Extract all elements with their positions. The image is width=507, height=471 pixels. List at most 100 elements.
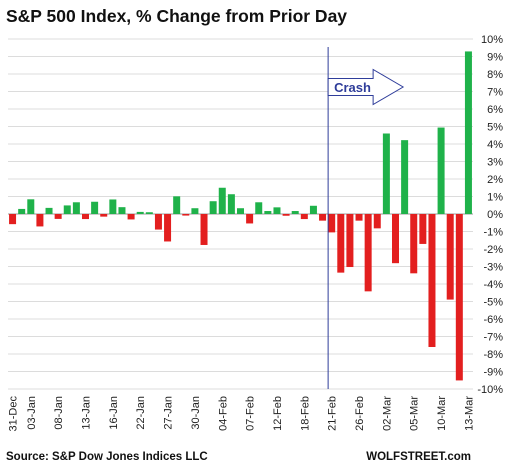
bar xyxy=(118,207,126,214)
y-tick-label: -4% xyxy=(483,279,503,291)
bar xyxy=(136,211,144,214)
bar xyxy=(309,205,317,214)
bar xyxy=(9,214,17,225)
bar xyxy=(100,214,108,217)
y-tick-label: -9% xyxy=(483,367,503,379)
bar xyxy=(346,214,354,268)
bar xyxy=(182,214,190,216)
x-tick-label: 30-Jan xyxy=(190,396,202,430)
y-tick-label: -8% xyxy=(483,349,503,361)
bar xyxy=(63,205,71,214)
bar xyxy=(82,214,89,220)
bar xyxy=(464,51,472,215)
bar xyxy=(246,214,254,224)
x-tick-label: 27-Jan xyxy=(163,396,175,430)
y-tick-label: 9% xyxy=(487,52,503,64)
bar xyxy=(154,214,162,230)
x-tick-label: 07-Feb xyxy=(245,396,257,431)
bar xyxy=(410,214,418,274)
y-tick-label: 3% xyxy=(487,157,503,169)
y-tick-label: 0% xyxy=(487,209,503,221)
bar xyxy=(18,208,26,214)
y-tick-label: -7% xyxy=(483,332,503,344)
bar xyxy=(300,214,308,220)
bar xyxy=(237,208,244,214)
bar xyxy=(54,214,62,219)
x-tick-label: 26-Feb xyxy=(354,396,366,431)
x-tick-label: 31-Dec xyxy=(8,396,20,432)
y-axis: 10% 9% 8% 7% 6% 5% 4% 3% 2% 1% 0% -1% -2% -3% -4% -5% -6… xyxy=(477,34,503,396)
bar xyxy=(337,214,345,273)
bar xyxy=(45,207,53,215)
bar xyxy=(446,214,454,300)
x-tick-label: 21-Feb xyxy=(327,396,339,431)
bar xyxy=(209,201,217,214)
x-tick-label: 05-Mar xyxy=(409,396,421,431)
crash-arrow xyxy=(327,68,405,106)
bar xyxy=(291,211,299,214)
y-tick-label: 4% xyxy=(487,139,503,151)
bar xyxy=(382,133,390,214)
y-tick-label: 2% xyxy=(487,174,503,186)
x-tick-label: 10-Mar xyxy=(436,396,448,431)
bar xyxy=(200,214,208,245)
y-tick-label: 8% xyxy=(487,69,503,81)
x-tick-label: 22-Jan xyxy=(135,396,147,430)
bars xyxy=(9,51,472,381)
y-tick-label: 10% xyxy=(481,34,503,46)
bar xyxy=(455,214,463,381)
y-tick-label: 5% xyxy=(487,122,503,134)
y-tick-label: -6% xyxy=(483,314,503,326)
x-tick-label: 03-Jan xyxy=(26,396,38,430)
x-tick-label: 04-Feb xyxy=(217,396,229,431)
x-axis: 31-Dec 03-Jan 08-Jan 13-Jan 16-Jan 22-Jan 27-J… xyxy=(8,396,476,432)
bar xyxy=(173,196,181,214)
bar xyxy=(273,207,281,214)
source-note: Source: S&P Dow Jones Indices LLC xyxy=(6,451,208,463)
crash-label: Crash xyxy=(334,80,371,95)
bar xyxy=(191,208,199,214)
x-tick-label: 18-Feb xyxy=(299,396,311,431)
x-tick-label: 16-Jan xyxy=(108,396,120,430)
bar xyxy=(437,127,445,214)
bar xyxy=(401,140,409,214)
bar xyxy=(373,214,381,229)
y-tick-label: -2% xyxy=(483,244,503,256)
bar xyxy=(392,214,399,264)
bar xyxy=(164,214,172,242)
bar xyxy=(364,214,372,292)
y-tick-label: -1% xyxy=(483,227,503,239)
y-tick-label: -5% xyxy=(483,297,503,309)
bar xyxy=(328,214,336,233)
bar xyxy=(91,201,99,214)
x-tick-label: 12-Feb xyxy=(272,396,284,431)
bar xyxy=(127,214,135,220)
bar xyxy=(218,187,226,214)
bar xyxy=(419,214,427,244)
y-tick-label: 6% xyxy=(487,104,503,116)
bar xyxy=(264,211,272,214)
bar xyxy=(36,214,44,227)
bar xyxy=(355,214,363,221)
bar xyxy=(282,214,290,216)
y-tick-label: 7% xyxy=(487,87,503,99)
y-tick-label: 1% xyxy=(487,192,503,204)
x-tick-label: 13-Jan xyxy=(81,396,93,430)
x-tick-label: 08-Jan xyxy=(53,396,65,430)
bar xyxy=(428,214,436,347)
chart-title: S&P 500 Index, % Change from Prior Day xyxy=(6,6,348,26)
brand-note: WOLFSTREET.com xyxy=(366,451,471,463)
bar xyxy=(319,214,327,221)
bar xyxy=(255,202,263,214)
y-tick-label: -10% xyxy=(477,384,503,396)
x-tick-label: 13-Mar xyxy=(463,396,475,431)
y-tick-label: -3% xyxy=(483,262,503,274)
bar xyxy=(109,199,117,214)
crash-annotation: Crash xyxy=(327,47,405,389)
bar xyxy=(227,194,235,214)
bar xyxy=(72,202,80,214)
x-tick-label: 02-Mar xyxy=(381,396,393,431)
bar xyxy=(145,212,153,214)
bar xyxy=(27,199,35,214)
